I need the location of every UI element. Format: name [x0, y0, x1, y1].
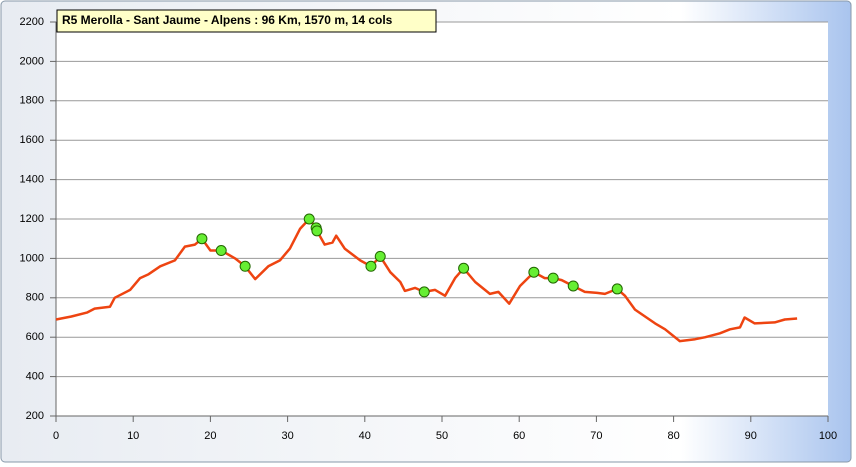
col-marker	[365, 260, 377, 272]
col-marker	[239, 260, 251, 272]
x-tick-label: 10	[127, 430, 139, 442]
x-tick-label: 90	[745, 430, 757, 442]
col-marker	[528, 266, 540, 278]
y-tick-label: 1000	[20, 252, 44, 264]
y-tick-label: 1800	[20, 95, 44, 107]
col-marker	[196, 233, 208, 245]
y-tick-label: 1600	[20, 134, 44, 146]
x-tick-label: 80	[667, 430, 679, 442]
col-marker	[611, 283, 623, 295]
x-tick-label: 30	[281, 430, 293, 442]
y-tick-label: 200	[26, 410, 44, 422]
chart-title: R5 Merolla - Sant Jaume - Alpens : 96 Km…	[62, 13, 393, 27]
y-tick-label: 2000	[20, 55, 44, 67]
col-marker	[303, 213, 315, 225]
elevation-line	[55, 217, 798, 343]
col-marker	[547, 272, 559, 284]
x-tick-label: 20	[204, 430, 216, 442]
x-tick-label: 0	[53, 430, 59, 442]
col-marker	[311, 225, 323, 237]
col-marker	[567, 280, 579, 292]
y-tick-label: 400	[26, 371, 44, 383]
x-tick-label: 60	[513, 430, 525, 442]
col-marker	[374, 250, 386, 262]
y-tick-label: 600	[26, 331, 44, 343]
title-box	[56, 9, 437, 33]
y-tick-label: 800	[26, 292, 44, 304]
col-marker	[458, 262, 470, 274]
x-tick-label: 50	[436, 430, 448, 442]
y-tick-label: 1400	[20, 174, 44, 186]
y-tick-label: 2200	[20, 16, 44, 28]
x-tick-label: 100	[819, 430, 837, 442]
x-tick-label: 40	[359, 430, 371, 442]
col-marker	[418, 286, 430, 298]
x-tick-label: 70	[590, 430, 602, 442]
col-marker	[215, 245, 227, 257]
y-tick-label: 1200	[20, 213, 44, 225]
